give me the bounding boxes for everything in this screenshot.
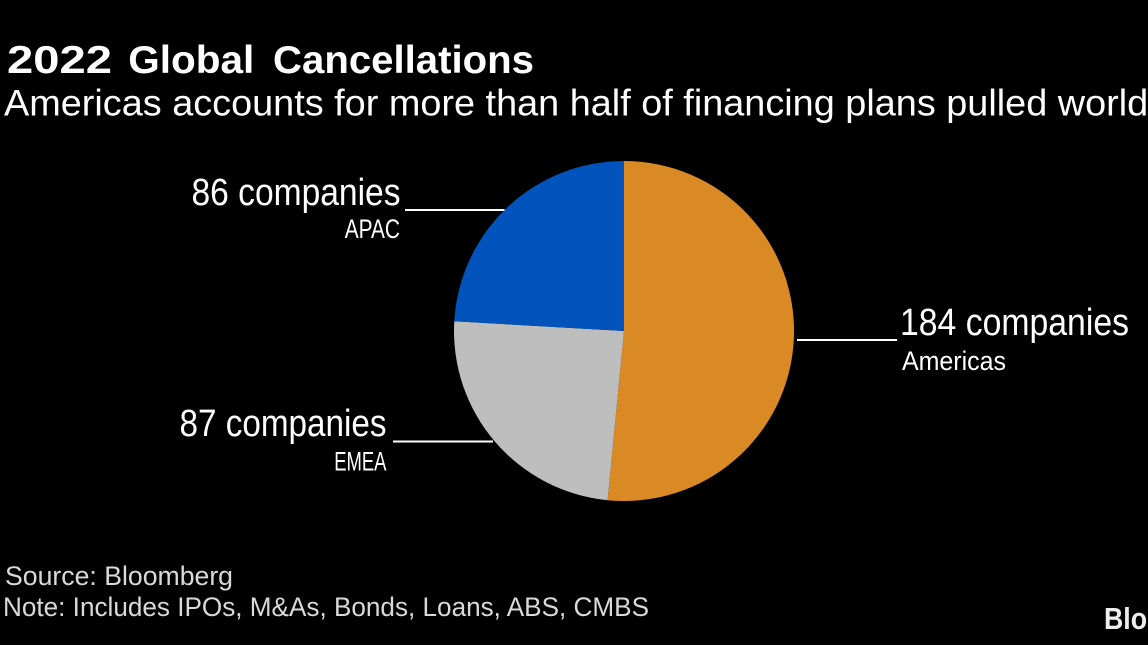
svg-text:Note: Includes IPOs, M&As, Bon: Note: Includes IPOs, M&As, Bonds, Loans,… [3,592,649,622]
svg-text:APAC: APAC [345,214,400,244]
svg-text:86 companies: 86 companies [192,172,401,214]
svg-text:Bloomberg: Bloomberg [1104,601,1148,636]
svg-text:Source: Bloomberg: Source: Bloomberg [5,561,233,591]
svg-text:Americas accounts for more tha: Americas accounts for more than half of … [4,82,1148,123]
svg-text:Americas: Americas [902,346,1006,376]
svg-text:184 companies: 184 companies [900,302,1129,344]
svg-text:EMEA: EMEA [334,447,386,477]
svg-text:87 companies: 87 companies [180,403,387,445]
